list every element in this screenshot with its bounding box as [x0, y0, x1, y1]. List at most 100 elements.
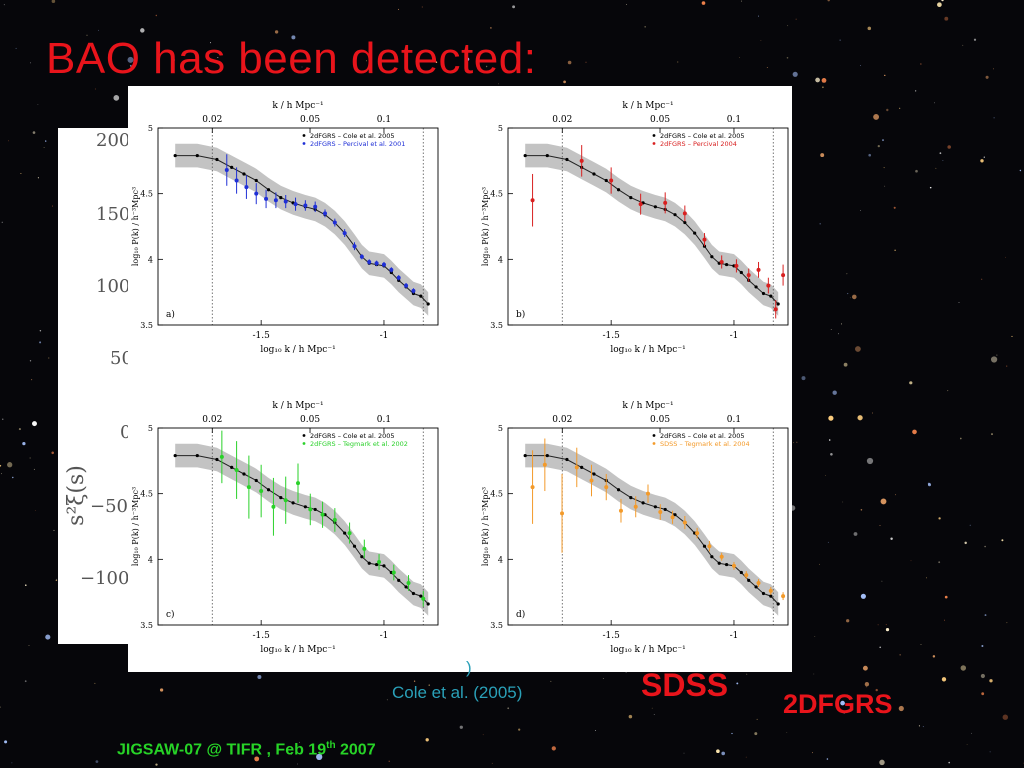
data-point: [389, 267, 394, 272]
star: [435, 61, 438, 63]
cole-point: [230, 465, 234, 469]
cole-point: [739, 570, 743, 575]
star: [899, 107, 901, 109]
star: [421, 6, 423, 8]
star: [860, 64, 861, 66]
data-point: [663, 200, 668, 205]
citation: Cole et al. (2005): [392, 683, 523, 702]
star: [7, 140, 9, 142]
star: [756, 718, 758, 720]
star: [644, 26, 646, 28]
ytick-label: 4.5: [140, 490, 153, 499]
cole-point: [523, 453, 527, 458]
star: [984, 614, 987, 617]
star: [960, 665, 967, 671]
data-point: [702, 237, 707, 242]
footer: JIGSAW-07 @ TIFR , Feb 19th 2007: [117, 740, 376, 759]
legend-entry: 2dFGRS – Cole et al. 2005: [310, 132, 395, 140]
star: [33, 468, 35, 470]
star: [1005, 256, 1006, 258]
data-point: [396, 275, 401, 280]
star: [837, 333, 839, 335]
star: [2, 418, 4, 420]
chart-panel: -1.5 -1 0.02 0.05 0.1 3.5 4 4.5 5 log₁₀ k / h Mpc…: [131, 401, 439, 655]
star: [929, 186, 932, 189]
star: [45, 634, 51, 640]
star: [48, 357, 50, 359]
star: [386, 699, 388, 701]
star: [980, 159, 984, 163]
star: [210, 42, 211, 44]
legend-marker: [302, 434, 306, 437]
star: [947, 390, 949, 392]
cole-point: [242, 172, 246, 176]
data-point: [234, 468, 239, 473]
cole-point: [754, 585, 758, 589]
star: [39, 341, 42, 344]
star: [485, 65, 488, 68]
star: [786, 57, 789, 59]
data-point: [308, 507, 313, 512]
star: [32, 131, 36, 134]
star: [796, 441, 798, 443]
star: [585, 61, 587, 63]
data-point: [560, 511, 565, 516]
data-point: [352, 244, 357, 249]
top-xtick-label: 0.02: [202, 415, 222, 425]
data-point: [377, 559, 382, 564]
star: [920, 63, 922, 65]
cole-point: [242, 472, 246, 476]
cole-point: [641, 501, 645, 505]
data-point: [411, 288, 416, 293]
chart-panel: -1.5 -1 0.02 0.05 0.1 3.5 4 4.5 5 log₁₀ k / h Mpc…: [481, 401, 789, 655]
data-point: [756, 580, 761, 585]
xtick-label: -1.5: [252, 631, 270, 641]
star: [25, 584, 27, 586]
star: [873, 113, 880, 120]
ytick-label: 4: [148, 555, 153, 564]
data-point: [404, 283, 409, 288]
star: [746, 673, 748, 675]
star: [127, 56, 134, 63]
star: [51, 205, 54, 207]
top-xtick-label: 0.02: [552, 415, 572, 425]
star: [860, 593, 866, 599]
star: [865, 686, 867, 688]
star: [820, 153, 825, 158]
cole-point: [230, 165, 234, 169]
plot-frame: [157, 127, 439, 326]
star: [365, 60, 367, 62]
star: [398, 8, 400, 10]
star: [421, 60, 423, 62]
chart-panel: -1.5 -1 0.02 0.05 0.1 3.5 4 4.5 5 log₁₀ k / h Mpc…: [131, 101, 439, 355]
star: [879, 759, 885, 766]
star: [981, 278, 983, 280]
data-point: [246, 485, 251, 490]
star: [872, 412, 873, 414]
cole-point: [195, 453, 199, 458]
star: [290, 753, 292, 755]
star: [709, 689, 710, 690]
star: [626, 3, 628, 5]
data-point: [323, 211, 328, 216]
star: [37, 104, 39, 105]
star: [842, 501, 844, 503]
star: [459, 725, 463, 729]
ytick-label: 3.5: [140, 321, 153, 330]
star: [512, 5, 516, 9]
cole-point: [653, 505, 657, 509]
legend-marker: [652, 142, 656, 145]
bg-ytick-label: 100: [96, 276, 131, 297]
star: [786, 732, 788, 733]
bg-ytick-label: 50: [110, 348, 133, 369]
plot-frame: [507, 427, 789, 626]
data-point: [609, 178, 614, 183]
star: [827, 541, 829, 543]
xtick-label: -1: [730, 331, 739, 341]
star: [31, 379, 33, 381]
legend-marker: [302, 142, 306, 145]
footer-year: 2007: [335, 741, 376, 759]
cole-point: [367, 561, 371, 565]
star: [886, 108, 889, 112]
legend-marker: [652, 442, 656, 445]
